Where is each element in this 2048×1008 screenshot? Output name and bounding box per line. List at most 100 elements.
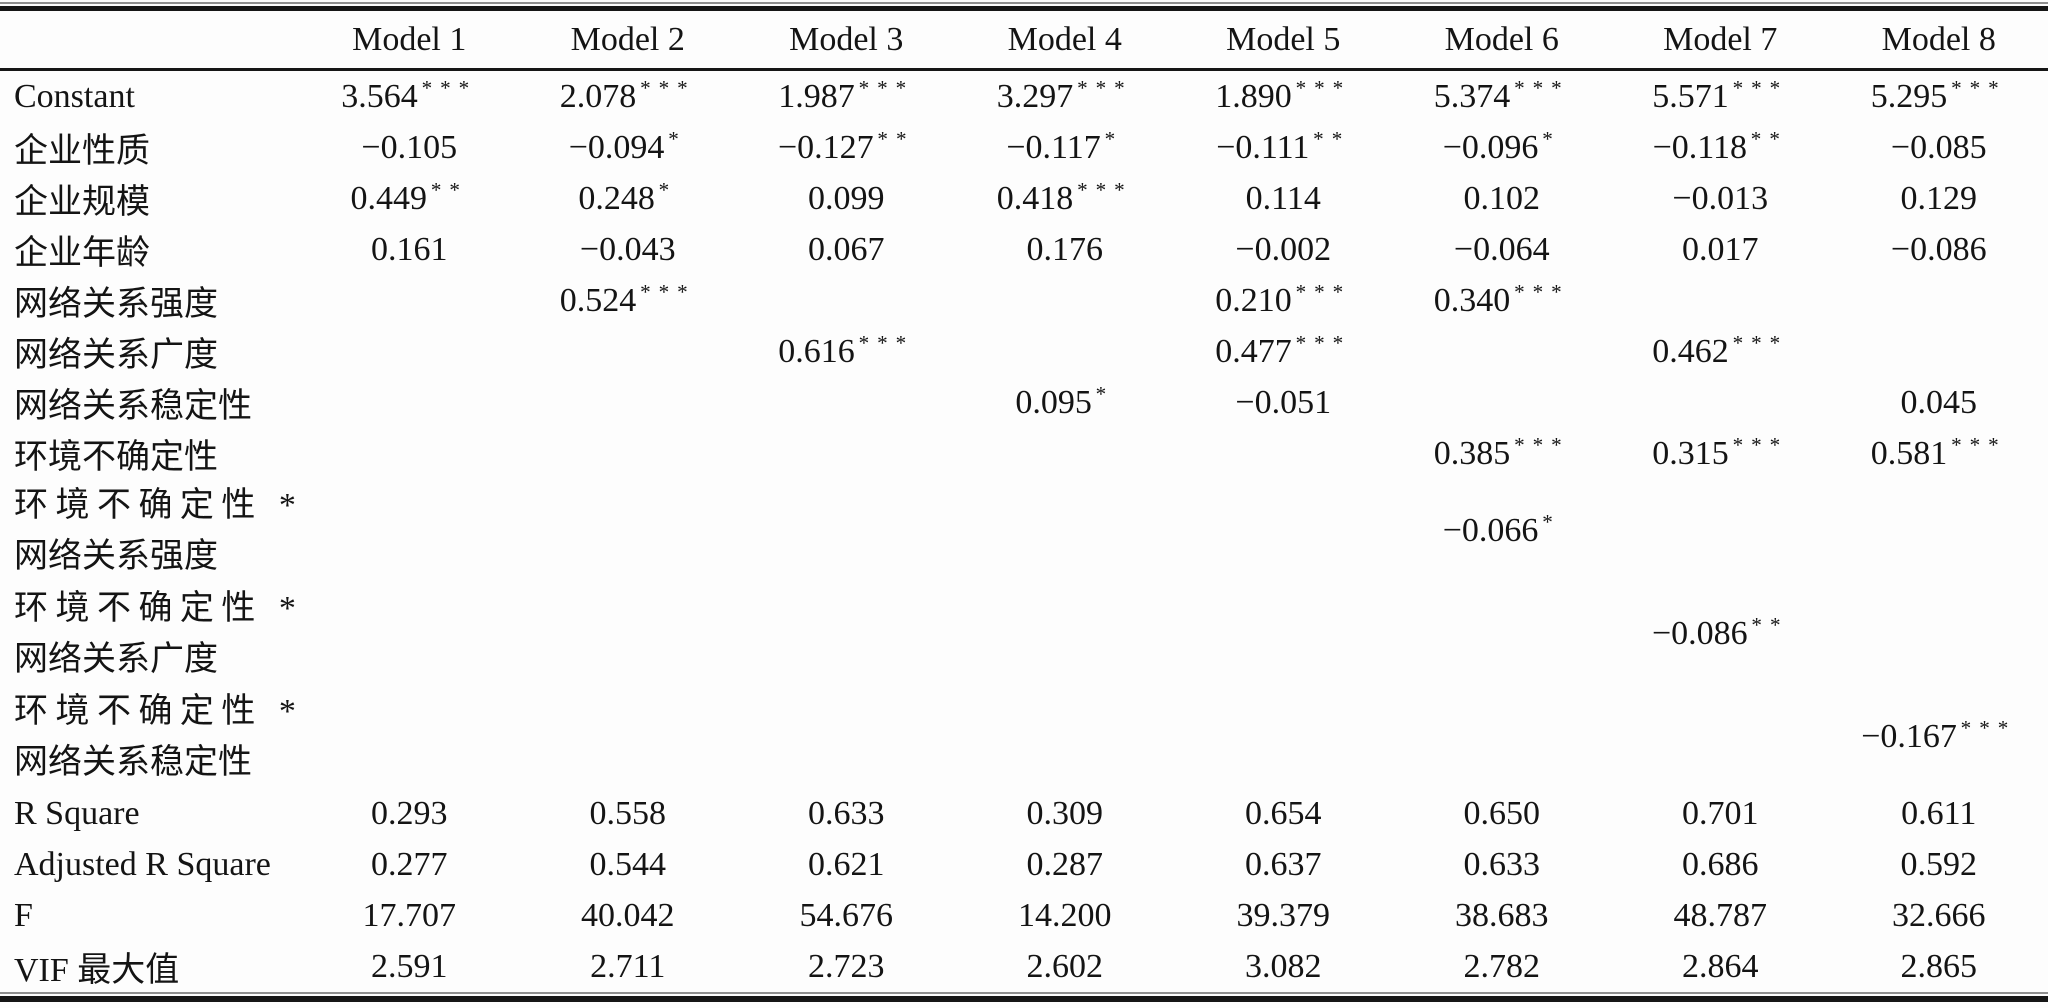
cell-model-4: 0.095 * bbox=[956, 377, 1175, 428]
coefficient-value: 0.637 bbox=[1245, 845, 1322, 883]
cell-model-4: 0.176 bbox=[956, 224, 1175, 275]
coefficient-value: −0.111 bbox=[1216, 128, 1310, 166]
significance-stars: *** bbox=[1295, 279, 1352, 304]
coefficient-value: 0.462 bbox=[1652, 332, 1729, 370]
cell-model-3 bbox=[737, 685, 956, 788]
cell-model-2: 40.042 bbox=[519, 890, 738, 941]
cell-model-4: −0.117 * bbox=[956, 122, 1175, 173]
column-header-model-8: Model 8 bbox=[1829, 11, 2048, 71]
row-label: Adjusted R Square bbox=[14, 845, 271, 883]
cell-model-2: −0.094 * bbox=[519, 122, 738, 173]
row-label-line: 网络关系强度 bbox=[14, 537, 218, 575]
cell-model-3: 0.621 bbox=[737, 839, 956, 890]
row-label-line: 环境不确定性 * bbox=[14, 692, 304, 730]
cell-model-8 bbox=[1830, 479, 2048, 582]
cell-model-4: 0.287 bbox=[956, 839, 1175, 890]
cell-model-4 bbox=[956, 479, 1175, 582]
significance-stars: *** bbox=[1514, 75, 1570, 100]
column-header-model-6: Model 6 bbox=[1392, 11, 1611, 71]
coefficient-value: 0.385 bbox=[1433, 434, 1511, 472]
coefficient-value: 0.210 bbox=[1215, 281, 1292, 319]
cell-model-6: −0.066 * bbox=[1393, 479, 1612, 582]
row-label: 环境不确定性 * 网络关系稳定性 bbox=[0, 685, 300, 788]
cell-model-2 bbox=[519, 479, 738, 582]
significance-stars: * bbox=[1542, 509, 1561, 534]
table-row: Adjusted R Square 0.277 0.544 0.621 0.287 0.6… bbox=[0, 839, 2048, 890]
cell-model-5: −0.051 bbox=[1174, 377, 1393, 428]
cell-model-5: 0.477 *** bbox=[1174, 326, 1393, 377]
cell-model-5: 0.114 bbox=[1174, 173, 1393, 224]
cell-model-8 bbox=[1830, 275, 2048, 326]
cell-model-7: 0.686 bbox=[1611, 839, 1830, 890]
row-label-column-header bbox=[0, 11, 300, 71]
row-label: VIF 最大值 bbox=[14, 952, 180, 989]
cell-model-1: 0.449 ** bbox=[300, 173, 519, 224]
cell-model-1 bbox=[300, 582, 519, 685]
coefficient-value: −0.013 bbox=[1672, 179, 1769, 217]
cell-model-2: 2.078 *** bbox=[519, 70, 738, 123]
cell-model-6: −0.096 * bbox=[1393, 122, 1612, 173]
cell-model-1 bbox=[300, 275, 519, 326]
coefficient-value: −0.051 bbox=[1235, 383, 1332, 421]
cell-model-4 bbox=[956, 685, 1175, 788]
coefficient-value: 0.477 bbox=[1215, 332, 1292, 370]
cell-model-5: 3.082 bbox=[1174, 941, 1393, 992]
cell-model-7: −0.118 ** bbox=[1611, 122, 1830, 173]
cell-model-4 bbox=[956, 275, 1175, 326]
cell-model-1 bbox=[300, 479, 519, 582]
cell-model-1 bbox=[300, 377, 519, 428]
cell-model-5: −0.002 bbox=[1174, 224, 1393, 275]
significance-stars: *** bbox=[1077, 75, 1133, 100]
cell-model-5: −0.111 ** bbox=[1174, 122, 1393, 173]
cell-model-1: 0.277 bbox=[300, 839, 519, 890]
column-header-model-1: Model 1 bbox=[300, 11, 519, 71]
coefficient-value: 0.287 bbox=[1026, 845, 1104, 883]
significance-stars: *** bbox=[1960, 715, 2017, 740]
coefficient-value: 0.686 bbox=[1682, 845, 1759, 883]
cell-model-8: 0.581 *** bbox=[1830, 428, 2048, 479]
cell-model-4 bbox=[956, 326, 1175, 377]
coefficient-value: 14.200 bbox=[1018, 896, 1112, 934]
coefficient-value: 0.611 bbox=[1901, 794, 1977, 832]
cell-model-2 bbox=[519, 582, 738, 685]
row-label-line: 环境不确定性 * bbox=[14, 589, 304, 627]
coefficient-value: 3.564 bbox=[341, 77, 418, 115]
cell-model-3: 1.987 *** bbox=[737, 70, 956, 123]
coefficient-value: 2.865 bbox=[1900, 947, 1978, 985]
cell-model-7: −0.086 ** bbox=[1611, 582, 1830, 685]
coefficient-value: 0.633 bbox=[1463, 845, 1541, 883]
cell-model-5: 1.890 *** bbox=[1174, 70, 1393, 123]
significance-stars: *** bbox=[858, 75, 915, 100]
coefficient-value: 0.616 bbox=[778, 332, 855, 370]
coefficient-value: 0.293 bbox=[371, 794, 448, 832]
significance-stars: * bbox=[1104, 126, 1124, 151]
cell-model-7: −0.013 bbox=[1611, 173, 1830, 224]
cell-model-7 bbox=[1611, 685, 1830, 788]
cell-model-1: 17.707 bbox=[300, 890, 519, 941]
significance-stars: * bbox=[668, 126, 687, 151]
cell-model-5 bbox=[1174, 428, 1393, 479]
cell-model-7: 48.787 bbox=[1611, 890, 1830, 941]
coefficient-value: 0.095 bbox=[1015, 383, 1092, 421]
cell-model-2 bbox=[519, 428, 738, 479]
cell-model-1: 0.161 bbox=[300, 224, 519, 275]
significance-stars: *** bbox=[421, 75, 478, 100]
cell-model-4: 3.297 *** bbox=[956, 70, 1175, 123]
significance-stars: *** bbox=[1732, 432, 1789, 457]
coefficient-value: −0.086 bbox=[1890, 230, 1987, 268]
column-header-model-5: Model 5 bbox=[1174, 11, 1393, 71]
coefficient-value: 48.787 bbox=[1673, 896, 1768, 934]
row-label: 企业规模 bbox=[14, 184, 150, 221]
cell-model-4 bbox=[956, 582, 1175, 685]
table-row: Model 1 Model 2 Model 3 Model 4 Model 5 Model… bbox=[0, 11, 2048, 71]
cell-model-4 bbox=[956, 428, 1175, 479]
coefficient-value: 2.723 bbox=[808, 947, 885, 985]
cell-model-1 bbox=[300, 326, 519, 377]
significance-stars: *** bbox=[640, 279, 696, 304]
coefficient-value: 0.558 bbox=[589, 794, 667, 832]
coefficient-value: 1.890 bbox=[1215, 77, 1292, 115]
coefficient-value: −0.064 bbox=[1453, 230, 1550, 268]
cell-model-1 bbox=[300, 428, 519, 479]
cell-model-3: 0.067 bbox=[737, 224, 956, 275]
coefficient-value: 0.176 bbox=[1026, 230, 1104, 268]
